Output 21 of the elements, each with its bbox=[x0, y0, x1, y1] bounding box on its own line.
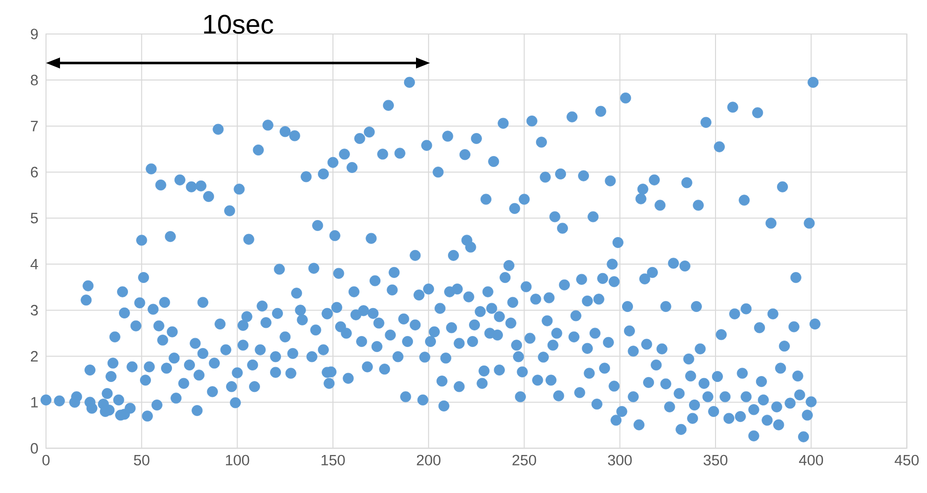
x-tick-label: 300 bbox=[608, 454, 632, 466]
y-tick-label: 3 bbox=[30, 304, 38, 316]
text: 10sec bbox=[204, 14, 274, 34]
x-tick-label: 250 bbox=[512, 454, 536, 466]
y-tick-label: 5 bbox=[30, 212, 38, 224]
y-tick-label: 6 bbox=[30, 166, 38, 178]
x-tick-label: 50 bbox=[134, 454, 150, 466]
x-tick-label: 200 bbox=[416, 454, 440, 466]
x-tick-label: 350 bbox=[704, 454, 728, 466]
y-tick-label: 2 bbox=[30, 351, 38, 362]
x-tick-label: 0 bbox=[42, 454, 50, 466]
x-tick-label: 150 bbox=[322, 454, 345, 466]
x-tick-label: 400 bbox=[799, 454, 824, 466]
y-tick-label: 7 bbox=[30, 120, 38, 132]
y-tick-label: 1 bbox=[31, 397, 38, 408]
y-tick-label: 0 bbox=[30, 443, 38, 454]
y-tick-label: 9 bbox=[30, 28, 38, 40]
x-tick-label: 100 bbox=[226, 454, 250, 466]
x-tick-label: 450 bbox=[894, 454, 919, 466]
y-tick-label: 8 bbox=[30, 74, 38, 86]
y-tick-label: 4 bbox=[30, 259, 38, 270]
